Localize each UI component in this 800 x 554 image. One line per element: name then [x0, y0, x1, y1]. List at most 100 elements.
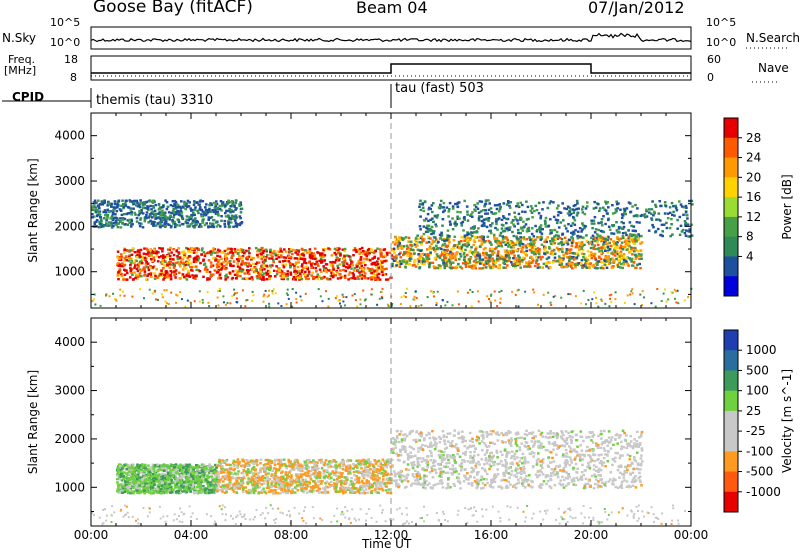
power-echo-cell	[201, 247, 204, 250]
power-echo-cell	[557, 242, 560, 245]
power-echo-cell	[392, 259, 396, 262]
power-echo-cell	[101, 203, 104, 206]
power-echo-cell	[637, 253, 641, 256]
power-echo-cell	[157, 298, 159, 301]
power-echo-cell	[426, 224, 429, 227]
power-echo-cell	[687, 235, 690, 238]
power-echo-cell	[179, 265, 182, 268]
power-echo-cell	[478, 267, 481, 270]
power-echo-cell	[569, 208, 573, 211]
power-echo-cell	[167, 303, 170, 305]
power-echo-cell	[591, 226, 594, 230]
power-echo-cell	[181, 252, 185, 255]
velocity-echo-cell	[142, 474, 145, 478]
velocity-echo-cell	[121, 491, 124, 494]
power-echo-cell	[580, 302, 583, 305]
power-echo-cell	[579, 262, 583, 265]
power-echo-cell	[352, 273, 355, 276]
power-echo-cell	[419, 256, 423, 260]
power-echo-cell	[482, 253, 485, 257]
power-echo-cell	[528, 260, 531, 263]
velocity-echo-cell	[146, 471, 150, 474]
power-echo-cell	[119, 226, 123, 229]
power-echo-cell	[330, 254, 334, 257]
power-echo-cell	[428, 227, 432, 231]
power-echo-cell	[563, 224, 567, 227]
power-echo-cell	[189, 250, 193, 253]
power-echo-cell	[440, 231, 443, 234]
power-echo-cell	[584, 256, 588, 259]
power-echo-cell	[652, 226, 655, 229]
power-echo-cell	[153, 215, 157, 218]
power-echo-cell	[163, 217, 166, 220]
power-echo-cell	[498, 243, 502, 246]
power-echo-cell	[313, 247, 317, 250]
power-colorbar-swatch	[724, 256, 738, 277]
velocity-echo-cell	[142, 487, 146, 490]
velocity-echo-cell	[195, 485, 199, 489]
power-echo-cell	[383, 254, 387, 257]
power-echo-cell	[532, 235, 536, 238]
power-echo-cell	[552, 237, 555, 240]
power-echo-cell	[497, 210, 501, 213]
power-echo-cell	[422, 209, 426, 213]
velocity-echo-cell	[196, 482, 200, 485]
power-echo-cell	[582, 256, 585, 259]
power-echo-cell	[210, 264, 213, 267]
power-echo-cell	[418, 202, 422, 206]
power-echo-cell	[399, 256, 403, 259]
power-echo-cell	[250, 258, 253, 261]
power-echo-cell	[160, 219, 164, 222]
power-echo-cell	[456, 215, 459, 218]
power-echo-cell	[224, 211, 227, 215]
power-echo-cell	[94, 303, 97, 306]
power-echo-cell	[130, 200, 134, 203]
power-echo-cell	[441, 224, 444, 227]
power-echo-cell	[104, 211, 108, 214]
power-echo-cell	[398, 253, 401, 256]
power-echo-cell	[203, 213, 206, 216]
power-echo-cell	[478, 256, 482, 259]
power-echo-cell	[661, 234, 664, 238]
power-echo-cell	[531, 227, 534, 230]
power-echo-cell	[143, 274, 146, 277]
power-echo-cell	[198, 206, 202, 209]
power-echo-cell	[635, 221, 639, 224]
power-echo-cell	[433, 257, 437, 260]
power-echo-cell	[355, 265, 359, 269]
power-echo-cell	[581, 236, 585, 239]
power-echo-cell	[229, 264, 232, 267]
power-echo-cell	[413, 295, 416, 298]
power-echo-cell	[481, 262, 484, 265]
power-echo-cell	[126, 256, 129, 259]
power-echo-cell	[225, 273, 228, 277]
power-echo-cell	[498, 203, 501, 206]
power-echo-cell	[614, 298, 617, 301]
power-echo-cell	[270, 257, 274, 260]
power-echo-cell	[271, 255, 274, 258]
power-echo-cell	[343, 259, 347, 263]
power-echo-cell	[590, 254, 593, 257]
power-echo-cell	[446, 248, 449, 252]
power-echo-cell	[174, 212, 178, 216]
power-echo-cell	[484, 240, 487, 243]
power-echo-cell	[623, 211, 626, 215]
power-echo-cell	[93, 199, 97, 202]
power-echo-cell	[632, 215, 636, 218]
power-echo-cell	[110, 205, 113, 208]
power-echo-cell	[449, 257, 453, 261]
power-echo-cell	[217, 304, 220, 307]
power-echo-cell	[183, 254, 186, 257]
velocity-echo-cell	[205, 478, 208, 481]
power-echo-cell	[240, 261, 244, 265]
power-echo-cell	[359, 273, 362, 277]
power-echo-cell	[679, 203, 683, 206]
power-echo-cell	[286, 288, 289, 291]
power-echo-cell	[487, 254, 490, 257]
power-echo-cell	[555, 230, 559, 234]
power-echo-cell	[514, 264, 518, 267]
power-echo-cell	[592, 263, 596, 267]
power-echo-cell	[216, 251, 219, 254]
power-echo-cell	[557, 255, 561, 258]
power-echo-cell	[515, 205, 518, 208]
